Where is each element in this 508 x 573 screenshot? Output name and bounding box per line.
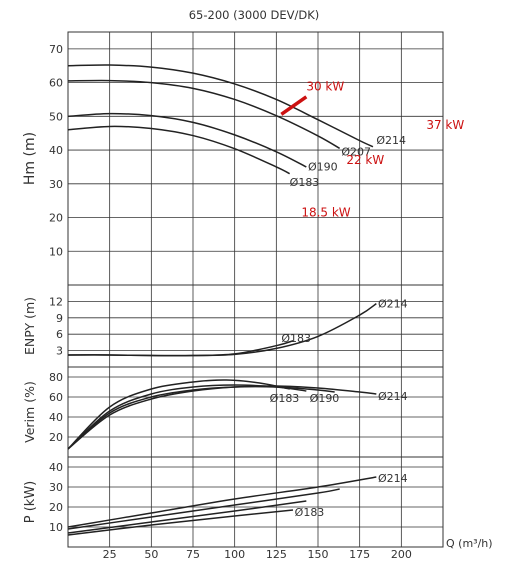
y-tick-label: 40 [49,461,63,474]
panel-3: 10 20 30 40 P (kW) Ø214 Ø183 [23,456,444,548]
curve-d214 [67,476,377,528]
x-axis-label: Q (m³/h) [446,537,493,550]
series-label: Ø183 [281,332,311,345]
panel-frame [67,366,444,458]
x-tick-label: 125 [266,548,287,561]
y-tick-label: 20 [49,431,63,444]
curve-d207 [67,488,340,530]
panel-2: 20 40 60 80 Verim (%) Ø183 Ø190 Ø214 [22,366,444,458]
power-marker [280,95,308,116]
x-tick-label: 100 [224,548,245,561]
y-tick-label: 70 [49,43,63,56]
series-label: Ø190 [308,160,338,173]
series-label: Ø207 [341,145,371,158]
x-tick-label: 175 [349,548,370,561]
curve-d207 [67,79,341,150]
curve-d183 [67,125,291,175]
y-tick-label: 9 [56,312,63,325]
y-tick-label: 60 [49,391,63,404]
y-axis-label: ENPY (m) [22,297,37,355]
curve-d183 [67,379,290,450]
x-tick-label: 25 [103,548,117,561]
y-tick-label: 12 [49,295,63,308]
power-annotation: 30 kW [306,80,344,94]
y-tick-label: 50 [49,110,63,123]
y-tick-label: 3 [56,345,63,358]
y-tick-label: 10 [49,245,63,258]
curve-d183 [67,509,294,536]
y-tick-label: 20 [49,501,63,514]
series-label: Ø183 [295,506,325,519]
chart-title: 65-200 (3000 DEV/DK) [188,8,320,22]
y-tick-label: 30 [49,178,63,191]
y-tick-label: 10 [49,521,63,534]
y-tick-label: 80 [49,371,63,384]
x-tick-label: 150 [308,548,329,561]
series-label: Ø190 [310,392,340,405]
power-annotation: 22 kW [346,153,384,167]
curve-d190 [67,384,307,450]
y-tick-label: 40 [49,411,63,424]
y-tick-label: 6 [56,328,63,341]
panel-frame [67,456,444,548]
curve-d183 [67,340,294,357]
y-tick-label: 60 [49,77,63,90]
power-annotation: 37 kW [426,118,464,132]
series-label: Ø183 [270,392,300,405]
curve-d190 [67,500,307,534]
series-label: Ø183 [290,176,320,189]
power-annotation: 18.5 kW [301,205,350,219]
x-axis: 25 50 75 100 125 150 175 200 Q (m³/h) [103,537,493,561]
series-label: Ø214 [378,390,408,403]
y-tick-label: 20 [49,212,63,225]
y-axis-label: Hm (m) [22,132,38,185]
y-tick-label: 40 [49,144,63,157]
y-axis-label: P (kW) [23,481,38,524]
x-tick-label: 200 [391,548,412,561]
curve-d190 [67,112,307,168]
y-axis-label: Verim (%) [22,381,37,443]
curve-d207 [67,385,335,450]
curve-d214 [67,302,377,357]
series-label: Ø214 [378,472,408,485]
panel-1: 3 6 9 12 ENPY (m) Ø214 Ø183 [22,284,444,368]
series-label: Ø214 [378,298,408,311]
panel-frame [67,31,444,286]
y-tick-label: 30 [49,481,63,494]
series-label: Ø214 [376,134,406,147]
x-tick-label: 50 [144,548,158,561]
x-tick-label: 75 [186,548,200,561]
curve-d214 [67,64,374,148]
